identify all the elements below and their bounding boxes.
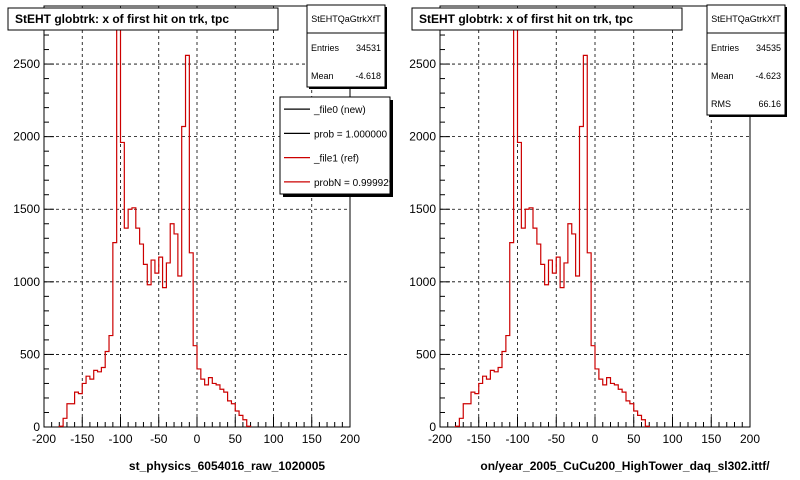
x-tick-label: 100 [662, 432, 682, 446]
x-tick-label: -100 [505, 432, 529, 446]
stats-box [306, 4, 386, 88]
legend-entry-label: probN = 0.999929 [314, 178, 395, 189]
y-tick-label: 1000 [13, 275, 40, 289]
x-tick-label: 50 [229, 432, 243, 446]
y-tick-label: 1500 [13, 202, 40, 216]
x-tick-label: -150 [70, 432, 94, 446]
legend-entry-label: prob = 1.000000 [314, 129, 388, 140]
x-tick-label: -100 [108, 432, 132, 446]
stats-label: Mean [711, 71, 734, 81]
x-tick-label: -150 [467, 432, 491, 446]
histogram-pad-1: -200 -150 -100 -50 0 50 100 150 2000500100015002… [7, 4, 395, 473]
stats-label: Entries [711, 43, 740, 53]
stats-label: RMS [711, 99, 731, 109]
legend-entry-label: _file1 (ref) [313, 154, 359, 165]
stats-value: -4.623 [755, 71, 781, 81]
y-tick-label: 1000 [409, 275, 436, 289]
stats-value: -4.618 [355, 71, 381, 81]
y-tick-label: 2500 [13, 57, 40, 71]
x-tick-label: 200 [740, 432, 760, 446]
x-tick-label: 150 [701, 432, 721, 446]
title-box [411, 7, 683, 31]
x-tick-label: -50 [548, 432, 566, 446]
x-tick-label: 150 [302, 432, 322, 446]
stats-value: 34531 [356, 43, 381, 53]
title-box [7, 7, 279, 31]
y-tick-label: 2000 [13, 130, 40, 144]
x-tick-label: 0 [194, 432, 201, 446]
x-tick-label: 0 [592, 432, 599, 446]
y-tick-label: 0 [429, 420, 436, 434]
x-tick-label: -200 [32, 432, 56, 446]
x-tick-label: -200 [428, 432, 452, 446]
stats-value: 66.16 [758, 99, 781, 109]
stats-label: Entries [311, 43, 340, 53]
legend-box [279, 96, 391, 195]
x-tick-label: 200 [340, 432, 360, 446]
histogram-pad-2: -200 -150 -100 -50 0 50 100 150 2000500100015002… [409, 4, 787, 473]
legend-entry-label: _file0 (new) [313, 105, 366, 116]
histogram-series-line [58, 28, 252, 427]
x-tick-label: 100 [263, 432, 283, 446]
y-tick-label: 1500 [409, 202, 436, 216]
plot-title: StEHT globtrk: x of first hit on trk, tp… [419, 12, 633, 26]
plot-title: StEHT globtrk: x of first hit on trk, tp… [15, 12, 229, 26]
stats-name: StEHTQaGtrkXfT [711, 14, 781, 24]
x-tick-label: 50 [627, 432, 641, 446]
stats-box [706, 4, 786, 116]
histogram-series-line [454, 28, 650, 427]
y-tick-label: 0 [33, 420, 40, 434]
y-tick-label: 500 [20, 347, 40, 361]
x-tick-label: -50 [150, 432, 168, 446]
stats-value: 34535 [756, 43, 781, 53]
legend-entries: _file0 (new) prob = 1.000000 _file1 (ref) p… [284, 105, 395, 189]
x-axis-label: on/year_2005_CuCu200_HighTower_daq_sl302… [480, 459, 770, 473]
y-tick-label: 500 [416, 347, 436, 361]
x-axis-label: st_physics_6054016_raw_1020005 [129, 459, 325, 473]
y-tick-label: 2500 [409, 57, 436, 71]
stats-name: StEHTQaGtrkXfT [311, 14, 381, 24]
stats-label: Mean [311, 71, 334, 81]
y-tick-label: 2000 [409, 130, 436, 144]
